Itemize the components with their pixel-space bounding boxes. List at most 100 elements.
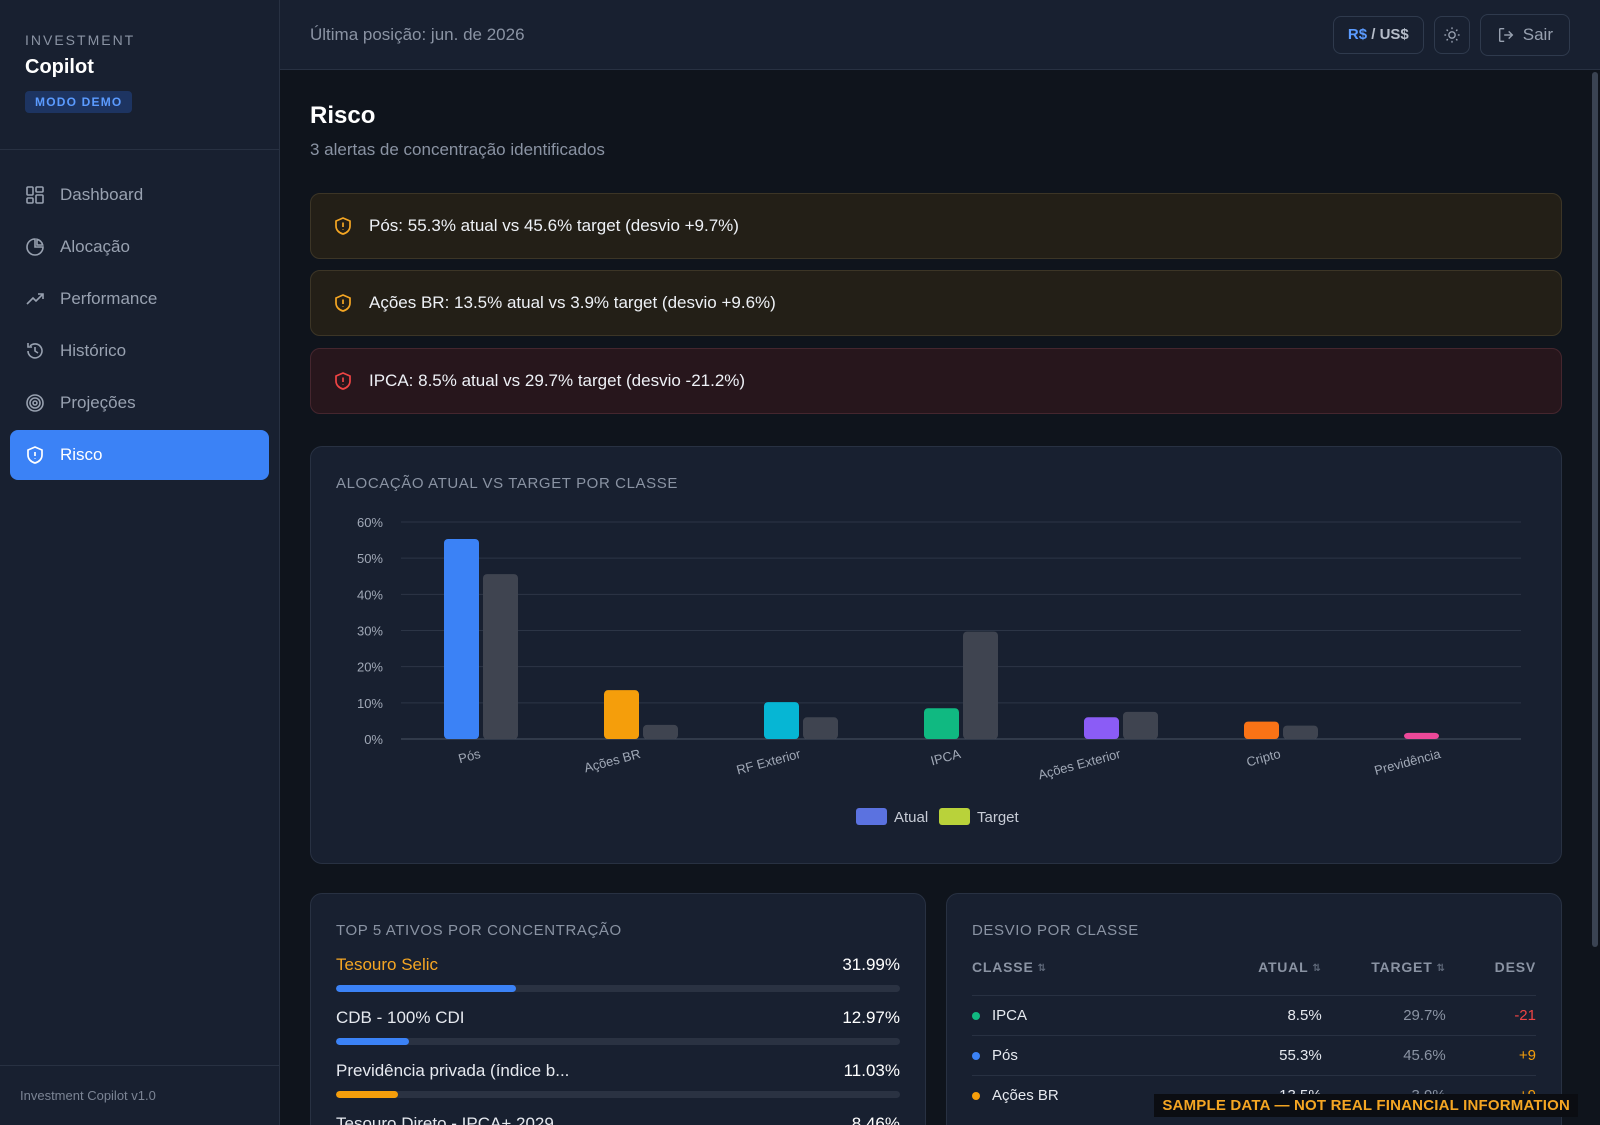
pie-chart-icon (26, 238, 44, 256)
sidebar-item-performance[interactable]: Performance (10, 274, 269, 324)
bar-atual (1404, 732, 1439, 739)
class-name: Ações BR (992, 1087, 1059, 1104)
bar-atual (1244, 721, 1279, 739)
x-tick-label: Cripto (1245, 746, 1282, 769)
sidebar: INVESTMENT Copilot MODO DEMO Dashboard A… (0, 0, 280, 1125)
asset-head: Tesouro Direto - IPCA+ 2029 8.46% (336, 1114, 900, 1125)
column-header-desv[interactable]: DESV (1446, 959, 1536, 996)
sidebar-item-label: Histórico (60, 341, 127, 360)
sidebar-item-risco[interactable]: Risco (10, 430, 269, 480)
bar-target (803, 717, 838, 739)
top-header: Última posição: jun. de 2026 R$ / US$ Sa… (280, 0, 1600, 70)
sun-icon (1444, 26, 1460, 43)
column-header-atual[interactable]: ATUAL ⇅ (1198, 959, 1322, 996)
header-label: TARGET (1371, 959, 1433, 975)
asset-bar-fill (336, 1038, 410, 1045)
sidebar-nav: Dashboard Alocação Performance Histórico… (0, 150, 279, 502)
brand: INVESTMENT Copilot MODO DEMO (0, 0, 279, 150)
dashboard-icon (26, 186, 44, 204)
x-tick-label: Pós (457, 746, 483, 766)
shield-alert-icon (335, 294, 351, 312)
bar-atual (1084, 717, 1119, 739)
brand-name: Copilot (25, 56, 94, 78)
last-position-status: Última posição: jun. de 2026 (310, 24, 525, 44)
table-row: Pós 55.3% 45.6% +9 (972, 1035, 1536, 1076)
shield-alert-icon (335, 217, 351, 235)
x-tick-label: RF Exterior (735, 746, 803, 778)
asset-bar-fill (336, 985, 517, 992)
class-dot (972, 1092, 980, 1101)
theme-toggle-button[interactable] (1433, 15, 1470, 54)
currency-toggle-button[interactable]: R$ / US$ (1332, 15, 1424, 54)
exit-label: Sair (1522, 24, 1553, 44)
shield-alert-icon (335, 372, 351, 390)
x-tick-label: Ações BR (582, 746, 642, 775)
main-content: Risco 3 alertas de concentração identifi… (280, 70, 1590, 1125)
asset-head: Previdência privada (índice b... 11.03% (336, 1061, 900, 1081)
y-tick-label: 10% (357, 696, 383, 711)
bar-target (643, 724, 678, 739)
asset-bar-fill (336, 1091, 399, 1098)
column-header-classe[interactable]: CLASSE ⇅ (972, 959, 1198, 996)
asset-name: Tesouro Selic (336, 955, 439, 974)
desv-cell: +9 (1445, 1035, 1536, 1076)
page-title: Risco (310, 102, 376, 129)
currency-usd-label: US$ (1379, 26, 1409, 43)
alert-ipca: IPCA: 8.5% atual vs 29.7% target (desvio… (310, 348, 1562, 414)
sort-icon: ⇅ (1436, 962, 1446, 974)
desv-cell: -21 (1445, 995, 1536, 1036)
sidebar-item-label: Alocação (60, 237, 130, 256)
y-tick-label: 0% (364, 732, 383, 747)
logout-icon (1498, 27, 1514, 42)
column-header-target[interactable]: TARGET ⇅ (1322, 959, 1446, 996)
asset-pct: 12.97% (842, 1008, 900, 1027)
brand-kicker: INVESTMENT (25, 32, 136, 48)
sidebar-item-historico[interactable]: Histórico (10, 326, 269, 376)
y-tick-label: 60% (357, 515, 383, 530)
bar-target (1283, 725, 1318, 739)
class-dot (972, 1012, 980, 1021)
currency-brl-label: R$ (1347, 26, 1368, 43)
legend-label-target: Target (977, 809, 1020, 826)
deviation-table: CLASSE ⇅ ATUAL ⇅ TARGET ⇅ DESV IPCA 8.5% 29.7… (972, 959, 1536, 1115)
target-cell: 45.6% (1321, 1035, 1446, 1076)
demo-mode-badge: MODO DEMO (25, 91, 133, 113)
header-label: ATUAL (1258, 959, 1309, 975)
table-row: IPCA 8.5% 29.7% -21 (972, 995, 1536, 1036)
x-tick-label: IPCA (929, 746, 963, 768)
sidebar-item-dashboard[interactable]: Dashboard (10, 170, 269, 220)
sidebar-item-label: Performance (60, 289, 158, 308)
alert-acoes-br: Ações BR: 13.5% atual vs 3.9% target (de… (310, 270, 1562, 336)
y-tick-label: 40% (357, 587, 383, 602)
currency-separator: / (1367, 26, 1380, 43)
sidebar-item-projecoes[interactable]: Projeções (10, 378, 269, 428)
sidebar-item-alocacao[interactable]: Alocação (10, 222, 269, 272)
atual-cell: 8.5% (1197, 995, 1322, 1036)
bar-atual (444, 538, 479, 739)
history-icon (27, 343, 43, 359)
asset-name: CDB - 100% CDI (336, 1008, 465, 1027)
alert-text: Ações BR: 13.5% atual vs 3.9% target (de… (369, 293, 776, 312)
allocation-bar-chart: 0% 10% 20% 30% 40% 50% 60% Pós Ações BR RF Exteri… (357, 515, 1521, 826)
y-tick-label: 20% (357, 660, 383, 675)
y-tick-label: 50% (357, 551, 383, 566)
asset-row: Tesouro Direto - IPCA+ 2029 8.46% (336, 1114, 900, 1125)
shield-icon (27, 446, 43, 464)
sidebar-item-label: Risco (60, 445, 103, 464)
class-cell: Pós (972, 1035, 1198, 1076)
page-scrollbar[interactable] (1592, 72, 1598, 947)
asset-head: Tesouro Selic 31.99% (336, 955, 900, 975)
target-icon (26, 394, 44, 412)
bar-atual (764, 702, 799, 739)
asset-bar-track (336, 1038, 900, 1045)
legend-label-atual: Atual (894, 809, 928, 826)
bar-target (483, 574, 518, 739)
bar-target (963, 631, 998, 739)
exit-button[interactable]: Sair (1479, 13, 1570, 56)
alert-text: IPCA: 8.5% atual vs 29.7% target (desvio… (369, 371, 746, 390)
asset-pct: 11.03% (843, 1061, 900, 1080)
bar-target (1123, 711, 1158, 739)
alert-pos: Pós: 55.3% atual vs 45.6% target (desvio… (310, 193, 1562, 259)
asset-row: Previdência privada (índice b... 11.03% (336, 1061, 900, 1098)
class-cell: IPCA (972, 995, 1198, 1036)
